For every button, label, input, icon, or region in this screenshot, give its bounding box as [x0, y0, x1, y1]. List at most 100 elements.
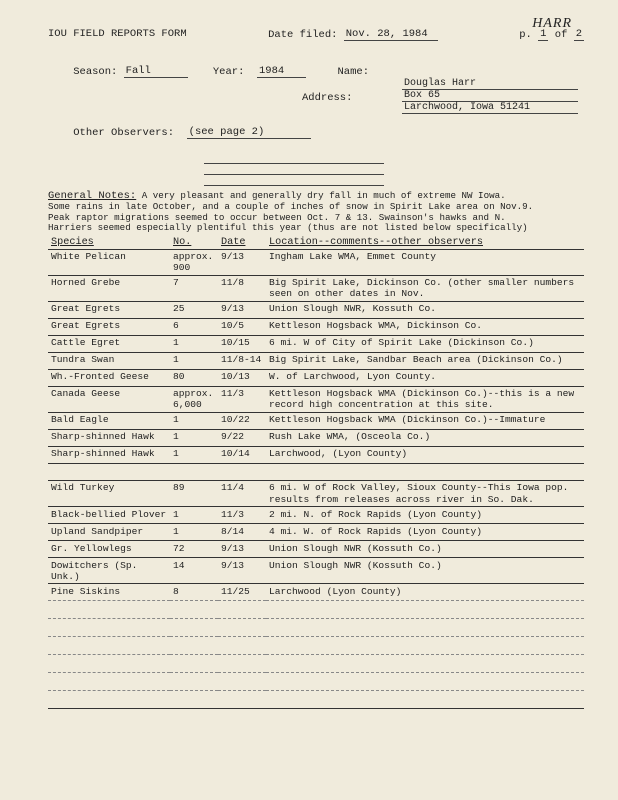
col-species: Species — [48, 236, 170, 250]
handwritten-name: HARR — [532, 16, 572, 32]
cell-dt: 11/3 — [218, 507, 266, 524]
cell-sp — [48, 463, 170, 480]
cell-dt: 9/13 — [218, 541, 266, 558]
cell-loc: Ingham Lake WMA, Emmet County — [266, 249, 584, 275]
col-date: Date — [218, 236, 266, 250]
table-row — [48, 463, 584, 480]
table-row: Upland Sandpiper18/144 mi. W. of Rock Ra… — [48, 524, 584, 541]
date-filed-value: Nov. 28, 1984 — [344, 28, 438, 41]
cell-dt: 11/3 — [218, 386, 266, 412]
cell-sp: Dowitchers (Sp. Unk.) — [48, 558, 170, 584]
cell-no: 6 — [170, 318, 218, 335]
cell-loc: Kettleson Hogsback WMA (Dickinson Co.)--… — [266, 386, 584, 412]
table-row: Dowitchers (Sp. Unk.)149/13Union Slough … — [48, 558, 584, 584]
cell-loc: 4 mi. W. of Rock Rapids (Lyon County) — [266, 524, 584, 541]
cell-sp: Gr. Yellowlegs — [48, 541, 170, 558]
table-row: Wild Turkey8911/46 mi. W of Rock Valley,… — [48, 480, 584, 506]
cell-no: 14 — [170, 558, 218, 584]
cell-loc: Kettleson Hogsback WMA, Dickinson Co. — [266, 318, 584, 335]
table-row: Canada Geeseapprox. 6,00011/3Kettleson H… — [48, 386, 584, 412]
cell-sp: Great Egrets — [48, 318, 170, 335]
cell-no: 7 — [170, 275, 218, 301]
table-row: Pine Siskins811/25Larchwood (Lyon County… — [48, 584, 584, 601]
table-row: Great Egrets259/13Union Slough NWR, Koss… — [48, 301, 584, 318]
cell-no: 1 — [170, 524, 218, 541]
cell-sp: Bald Eagle — [48, 412, 170, 429]
table-row-empty — [48, 691, 584, 709]
other-observers-extra-lines — [204, 153, 384, 186]
table-row-empty — [48, 637, 584, 655]
cell-loc: Union Slough NWR, Kossuth Co. — [266, 301, 584, 318]
cell-dt: 10/14 — [218, 446, 266, 463]
cell-dt: 8/14 — [218, 524, 266, 541]
table-row: Horned Grebe711/8Big Spirit Lake, Dickin… — [48, 275, 584, 301]
cell-loc: 6 mi. W of City of Spirit Lake (Dickinso… — [266, 335, 584, 352]
cell-dt: 9/13 — [218, 249, 266, 275]
table-header-row: Species No. Date Location--comments--oth… — [48, 236, 584, 250]
col-number: No. — [170, 236, 218, 250]
cell-dt: 10/5 — [218, 318, 266, 335]
cell-sp: Pine Siskins — [48, 584, 170, 601]
address-line-2: Larchwood, Iowa 51241 — [402, 102, 578, 114]
cell-no: 1 — [170, 412, 218, 429]
table-row: Sharp-shinned Hawk19/22Rush Lake WMA, (O… — [48, 429, 584, 446]
cell-loc: Union Slough NWR (Kossuth Co.) — [266, 558, 584, 584]
table-row: White Pelicanapprox. 9009/13Ingham Lake … — [48, 249, 584, 275]
address-line-1: Box 65 — [402, 90, 578, 102]
col-location: Location--comments--other observers — [266, 236, 584, 250]
other-observers-line: Other Observers: (see page 2) — [48, 114, 584, 151]
cell-sp: Cattle Egret — [48, 335, 170, 352]
cell-dt: 9/13 — [218, 558, 266, 584]
cell-sp: Great Egrets — [48, 301, 170, 318]
cell-no: 8 — [170, 584, 218, 601]
general-notes: General Notes: A very pleasant and gener… — [48, 190, 584, 234]
cell-loc: 2 mi. N. of Rock Rapids (Lyon County) — [266, 507, 584, 524]
cell-dt: 10/15 — [218, 335, 266, 352]
other-observers-value: (see page 2) — [187, 126, 311, 139]
cell-no: approx. 6,000 — [170, 386, 218, 412]
year-value: 1984 — [257, 65, 306, 78]
table-row: Gr. Yellowlegs729/13Union Slough NWR (Ko… — [48, 541, 584, 558]
cell-dt: 9/13 — [218, 301, 266, 318]
table-row: Bald Eagle110/22Kettleson Hogsback WMA (… — [48, 412, 584, 429]
cell-no: 1 — [170, 507, 218, 524]
cell-no: 1 — [170, 352, 218, 369]
cell-no: 1 — [170, 429, 218, 446]
cell-dt: 10/13 — [218, 369, 266, 386]
cell-loc: Rush Lake WMA, (Osceola Co.) — [266, 429, 584, 446]
cell-loc: W. of Larchwood, Lyon County. — [266, 369, 584, 386]
table-row-empty — [48, 619, 584, 637]
cell-no: 89 — [170, 480, 218, 506]
table-row-empty — [48, 655, 584, 673]
cell-sp: Wh.-Fronted Geese — [48, 369, 170, 386]
table-row: Black-bellied Plover111/32 mi. N. of Roc… — [48, 507, 584, 524]
cell-loc: Big Spirit Lake, Dickinson Co. (other sm… — [266, 275, 584, 301]
cell-dt: 11/25 — [218, 584, 266, 601]
cell-no: 1 — [170, 335, 218, 352]
table-row: Wh.-Fronted Geese8010/13W. of Larchwood,… — [48, 369, 584, 386]
cell-sp: Black-bellied Plover — [48, 507, 170, 524]
cell-dt: 10/22 — [218, 412, 266, 429]
cell-no: 80 — [170, 369, 218, 386]
cell-sp: White Pelican — [48, 249, 170, 275]
cell-sp: Sharp-shinned Hawk — [48, 446, 170, 463]
table-row-empty — [48, 601, 584, 619]
cell-loc — [266, 463, 584, 480]
cell-loc: Kettleson Hogsback WMA (Dickinson Co.)--… — [266, 412, 584, 429]
cell-loc: Big Spirit Lake, Sandbar Beach area (Dic… — [266, 352, 584, 369]
header-line: IOU FIELD REPORTS FORM Date filed: Nov. … — [48, 28, 584, 41]
cell-dt: 11/4 — [218, 480, 266, 506]
cell-no: 1 — [170, 446, 218, 463]
cell-loc: Union Slough NWR (Kossuth Co.) — [266, 541, 584, 558]
cell-no: approx. 900 — [170, 249, 218, 275]
cell-dt: 9/22 — [218, 429, 266, 446]
table-row-empty — [48, 673, 584, 691]
cell-loc: 6 mi. W of Rock Valley, Sioux County--Th… — [266, 480, 584, 506]
form-title: IOU FIELD REPORTS FORM — [48, 28, 187, 41]
cell-no: 72 — [170, 541, 218, 558]
cell-sp: Canada Geese — [48, 386, 170, 412]
field-report-page: HARR IOU FIELD REPORTS FORM Date filed: … — [0, 0, 618, 800]
season-value: Fall — [124, 65, 188, 78]
cell-no: 25 — [170, 301, 218, 318]
cell-sp: Wild Turkey — [48, 480, 170, 506]
